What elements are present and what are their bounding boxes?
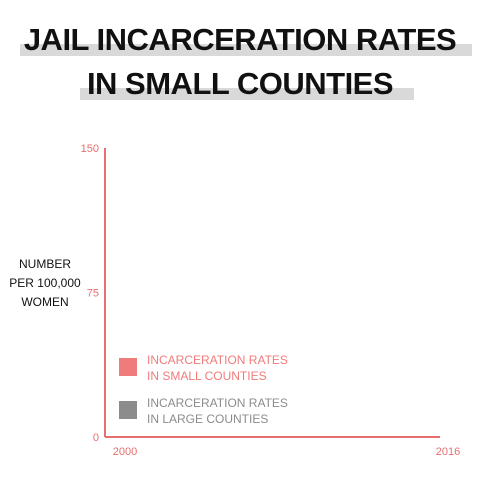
x-tick-label: 2000 (113, 446, 137, 458)
y-axis-label: NUMBER PER 100,000 WOMEN (6, 255, 84, 312)
legend-label-small-counties: INCARCERATION RATES IN SMALL COUNTIES (147, 353, 288, 383)
y-axis-label-line: NUMBER (18, 257, 71, 271)
title-text-1: JAIL INCARCERATION RATES (23, 22, 457, 57)
title-highlight-bar (20, 44, 472, 56)
legend-swatch-small-counties (119, 358, 137, 376)
y-tick-label: 0 (93, 432, 99, 444)
title-highlight-bar (80, 88, 414, 100)
legend-label-large-counties: INCARCERATION RATES IN LARGE COUNTIES (147, 396, 288, 426)
title-line-2: IN SMALL COUNTIES (0, 62, 480, 106)
y-axis-label-line: PER 100,000 (9, 276, 81, 290)
legend-swatch-large-counties (119, 401, 137, 419)
title-line-1: JAIL INCARCERATION RATES (0, 18, 480, 62)
y-tick-label: 150 (81, 143, 99, 155)
x-tick-label: 2016 (436, 446, 460, 458)
title-text-2: IN SMALL COUNTIES (86, 66, 394, 101)
y-tick-label: 75 (87, 288, 99, 300)
chart-title: JAIL INCARCERATION RATES IN SMALL COUNTI… (0, 18, 480, 106)
y-axis-label-line: WOMEN (21, 295, 69, 309)
